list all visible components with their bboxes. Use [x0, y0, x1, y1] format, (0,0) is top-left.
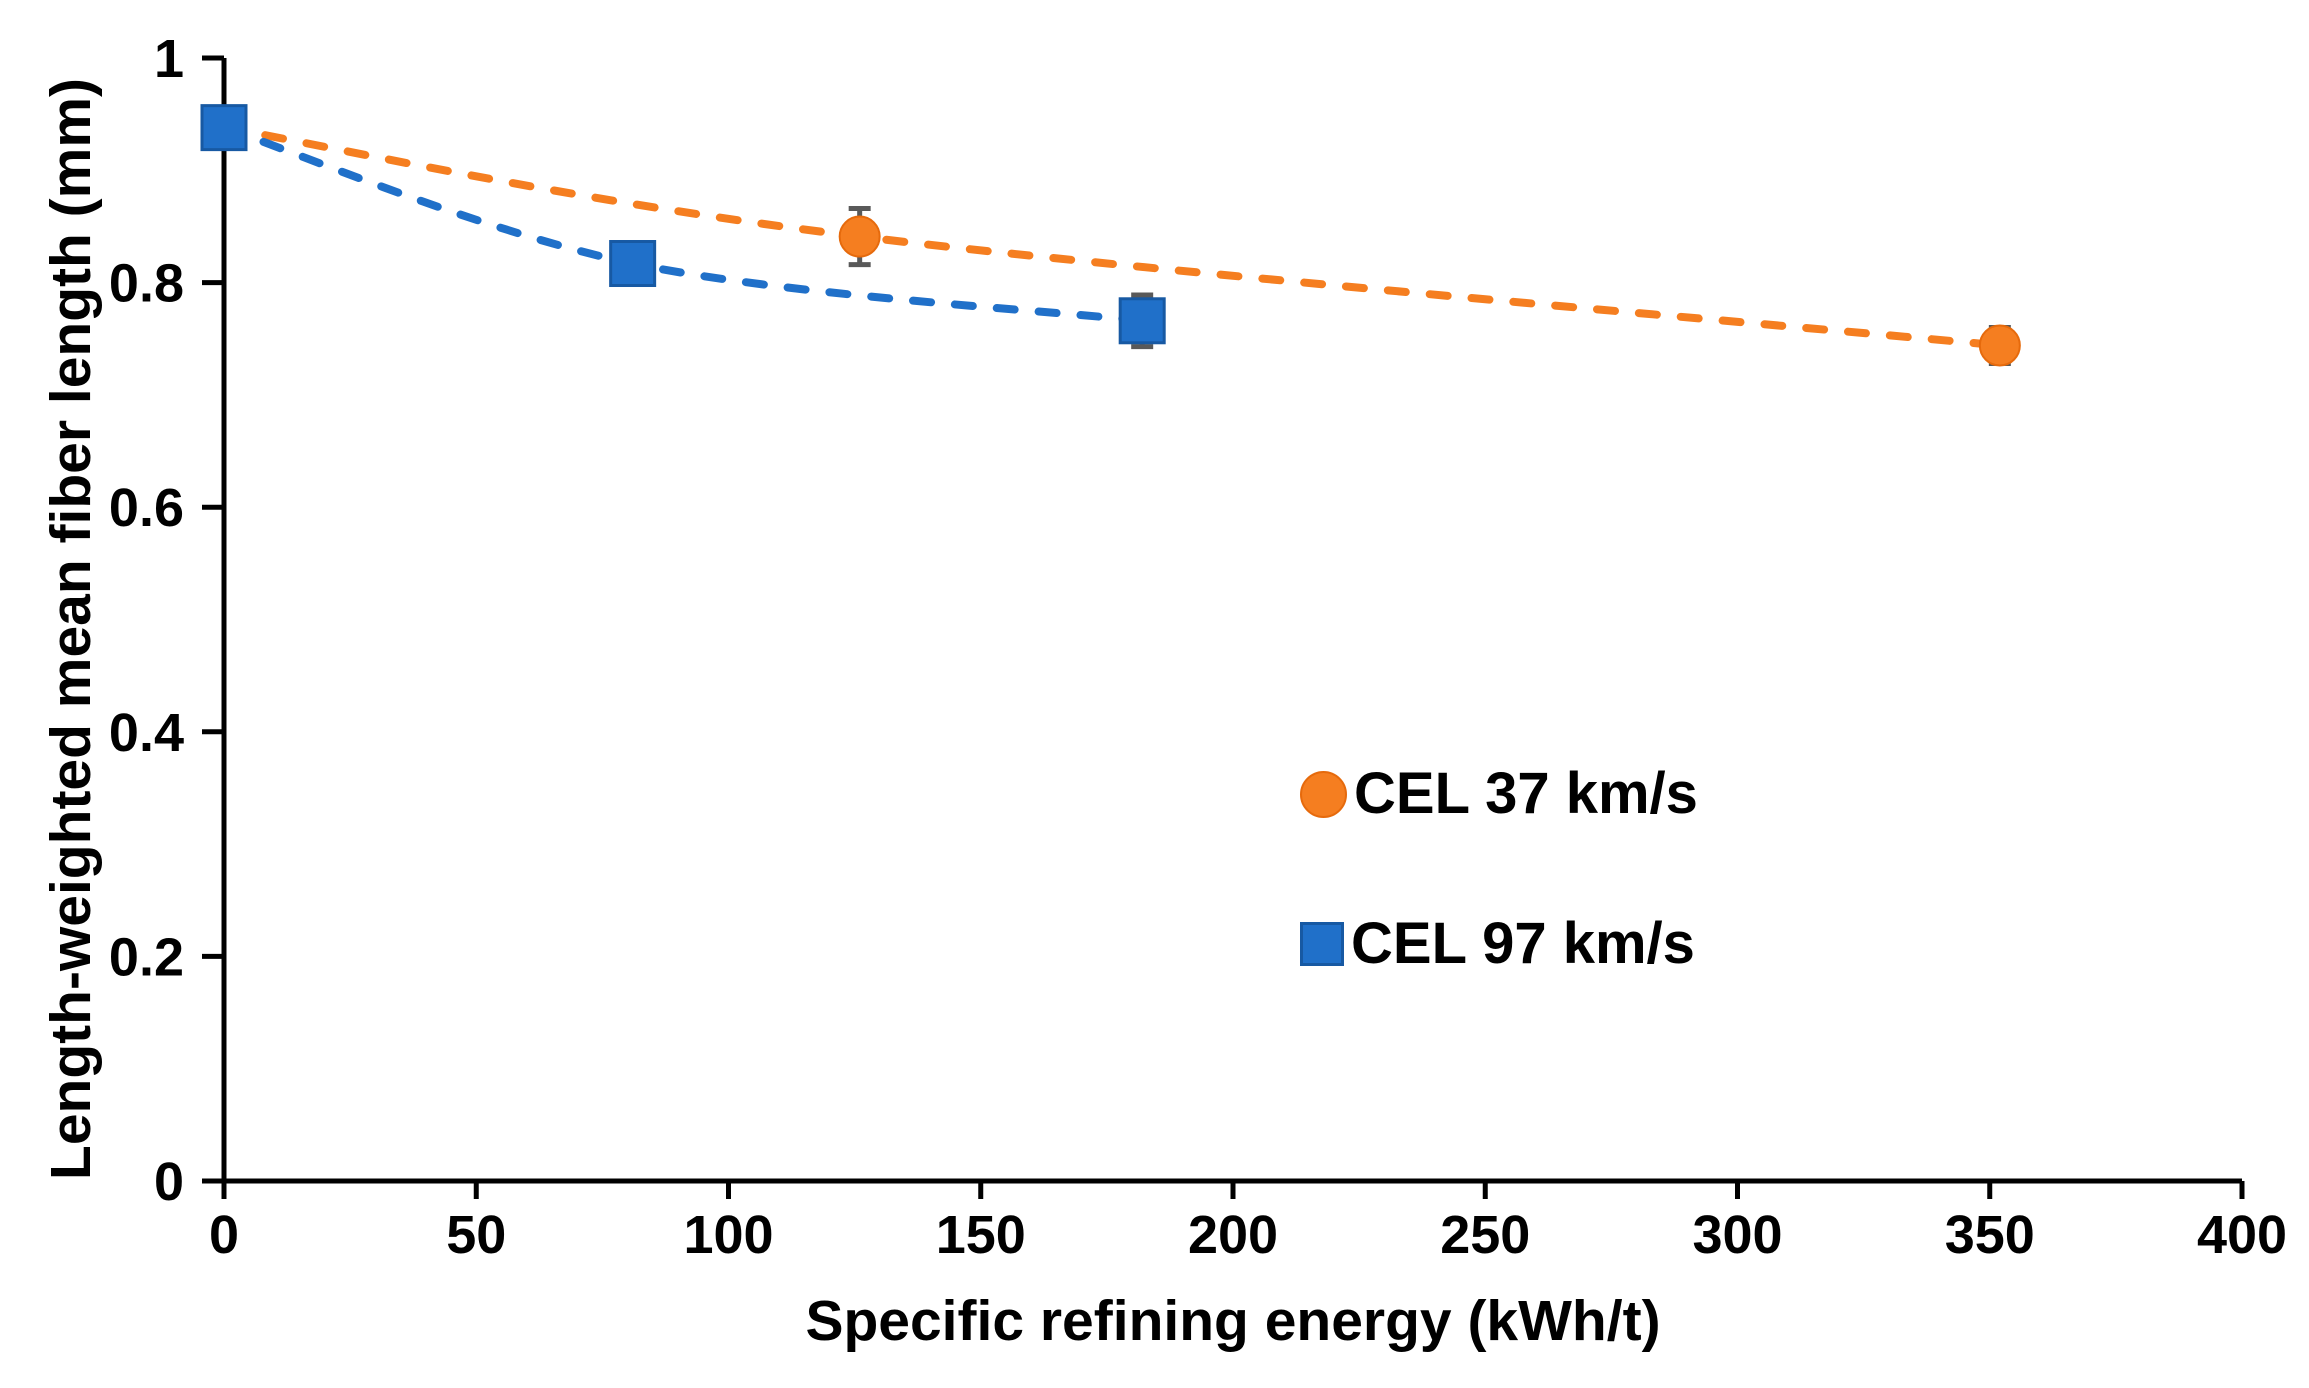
x-tick-label: 0: [209, 1205, 239, 1265]
y-tick-label: 0: [154, 1152, 184, 1212]
legend-item-cel-97: CEL 97 km/s: [1300, 911, 1698, 977]
x-tick-label: 250: [1440, 1205, 1530, 1265]
x-tick-label: 50: [446, 1205, 506, 1265]
legend: CEL 37 km/s CEL 97 km/s: [1300, 761, 1698, 1061]
data-point-marker: [609, 240, 657, 288]
y-tick-label: 0.2: [109, 927, 184, 987]
x-tick-label: 100: [683, 1205, 773, 1265]
x-tick-label: 300: [1692, 1205, 1782, 1265]
data-point-marker: [838, 215, 881, 258]
legend-item-cel-37: CEL 37 km/s: [1300, 761, 1698, 827]
data-point-marker: [1978, 324, 2021, 367]
y-tick-label: 0.6: [109, 478, 184, 538]
legend-label-cel-37: CEL 37 km/s: [1354, 761, 1698, 826]
x-tick-label: 150: [936, 1205, 1026, 1265]
legend-square-marker-icon: [1300, 922, 1344, 966]
x-axis-title: Specific refining energy (kWh/t): [805, 1289, 1661, 1353]
data-point-marker: [1118, 297, 1166, 345]
x-tick-label: 200: [1188, 1205, 1278, 1265]
y-tick-label: 1: [154, 29, 184, 89]
series-line: [220, 123, 2004, 350]
x-tick-label: 400: [2197, 1205, 2287, 1265]
y-tick-label: 0.4: [109, 703, 184, 763]
x-tick-label: 350: [1945, 1205, 2035, 1265]
legend-label-cel-97: CEL 97 km/s: [1351, 911, 1695, 976]
y-tick-label: 0.8: [109, 254, 184, 314]
y-axis-title: Length-weighted mean fiber length (mm): [39, 77, 103, 1180]
legend-circle-marker-icon: [1300, 770, 1347, 818]
data-point-marker: [200, 104, 248, 152]
